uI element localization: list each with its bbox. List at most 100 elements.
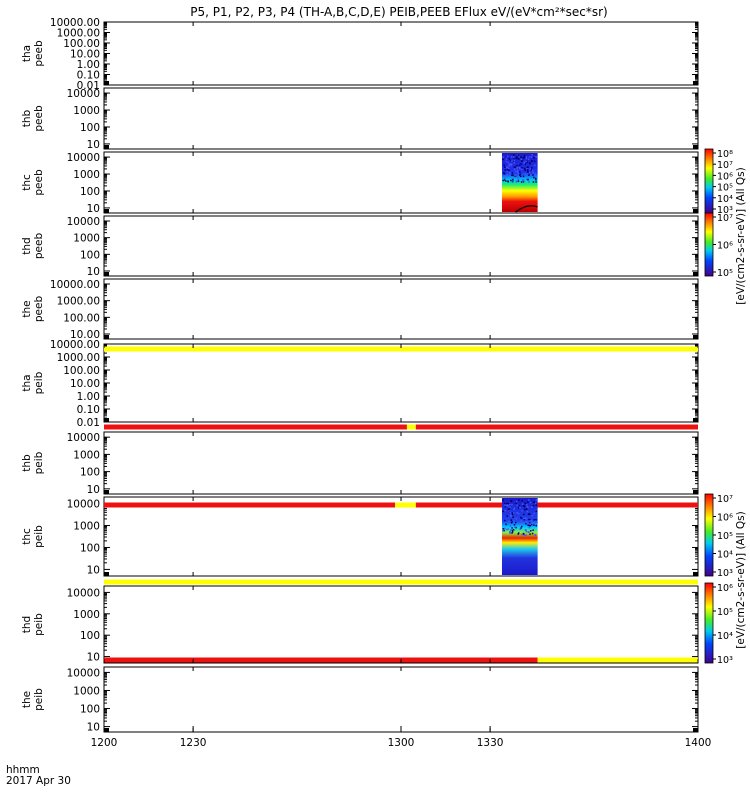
y-tick-label: 0.01	[77, 417, 100, 429]
panel-tha-peeb: tha peeb 10000.001000.00100.0010.001.000.1…	[21, 17, 699, 92]
speckle	[521, 499, 523, 502]
x-tick-label: 1400	[685, 737, 712, 749]
speckle	[520, 168, 523, 171]
speckle	[517, 172, 520, 174]
speckle	[513, 154, 515, 156]
panel-label: tha	[21, 374, 33, 391]
y-tick-label: 100	[80, 630, 100, 642]
speckle	[518, 506, 521, 508]
speckle	[520, 163, 522, 165]
corner-marker	[693, 418, 698, 422]
speckle	[522, 157, 525, 159]
speckle	[520, 520, 522, 522]
y-tick-label: 1000.00	[57, 352, 100, 364]
y-tick-label: 10	[87, 203, 100, 215]
speckle	[519, 528, 521, 530]
speckle	[524, 529, 527, 531]
y-tick-label: 10	[87, 652, 100, 664]
speckle	[518, 505, 521, 507]
colorbar-tick-label: 10⁶	[717, 583, 733, 594]
y-tick-label: 1000	[73, 233, 100, 245]
speckle	[532, 174, 534, 176]
speckle	[535, 178, 537, 181]
speckle	[515, 181, 518, 183]
panel-label: peib	[33, 371, 45, 394]
speckle	[528, 522, 531, 524]
speckle	[507, 508, 510, 511]
speckle	[528, 518, 530, 521]
speckle	[535, 156, 538, 158]
corner-marker	[104, 335, 109, 339]
panel-frame	[103, 666, 699, 733]
corner-marker	[104, 418, 109, 422]
speckle	[511, 172, 514, 174]
speckle	[508, 163, 511, 165]
speckle	[517, 171, 519, 173]
colorbar-label: [eV/(cm2-s-sr-eV)] (All Qs)	[735, 511, 747, 648]
status-bars-layer	[104, 346, 698, 663]
speckle	[507, 161, 509, 164]
speckle	[535, 499, 538, 501]
speckle	[535, 181, 537, 183]
x-tick-label: 1230	[180, 737, 207, 749]
speckle	[532, 529, 534, 531]
speckle	[509, 163, 512, 165]
speckle	[520, 181, 523, 183]
speckle	[505, 158, 508, 160]
speckle	[519, 175, 522, 178]
speckle	[520, 527, 522, 529]
speckle	[505, 502, 508, 505]
speckle	[516, 165, 518, 167]
speckle	[529, 162, 531, 164]
speckle	[505, 180, 507, 182]
x-tick-label: 1330	[477, 737, 504, 749]
corner-marker	[104, 572, 109, 576]
speckle	[513, 524, 516, 526]
speckle	[518, 156, 520, 158]
speckle	[516, 176, 519, 179]
speckle	[529, 524, 532, 527]
speckle	[506, 515, 508, 517]
speckle	[503, 504, 506, 506]
speckle	[508, 508, 511, 510]
colorbar-tick-label: 10⁸	[717, 149, 733, 160]
x-tick-label: 1300	[388, 737, 415, 749]
speckle	[514, 171, 517, 173]
speckle	[502, 499, 504, 501]
speckle	[513, 166, 516, 169]
speckle	[502, 156, 504, 158]
colorbar-tick-label: 10⁴	[717, 550, 733, 561]
y-tick-label: 10000	[67, 667, 100, 679]
speckle	[513, 159, 516, 162]
speckle	[529, 533, 531, 535]
speckle	[524, 169, 526, 172]
y-tick-label: 100	[80, 542, 100, 554]
speckle	[523, 155, 526, 157]
speckle	[508, 510, 510, 512]
speckle	[507, 505, 509, 507]
colorbar-thd-peeb: 10⁷ 10⁶ 10⁵	[704, 212, 733, 279]
speckle	[510, 519, 513, 521]
speckle	[506, 166, 508, 169]
speckle	[526, 510, 529, 513]
speckle	[532, 504, 535, 507]
colorbar-tick-label: 10⁵	[717, 268, 733, 279]
speckle	[531, 514, 533, 517]
corner-marker	[693, 728, 698, 732]
speckle	[511, 531, 514, 533]
colorbar-tick-label: 10⁷	[717, 160, 733, 171]
speckle	[516, 504, 518, 507]
corner-marker	[104, 272, 109, 276]
corner-marker	[693, 209, 698, 213]
speckle	[525, 178, 528, 181]
speckle	[515, 502, 518, 504]
speckle	[506, 170, 509, 173]
speckle	[523, 161, 526, 164]
speckle	[525, 529, 527, 531]
y-tick-label: 10.00	[70, 378, 100, 390]
speckle	[527, 172, 529, 175]
y-tick-label: 100	[80, 186, 100, 198]
speckle	[510, 179, 512, 182]
speckle	[517, 533, 519, 535]
speckle	[513, 162, 515, 164]
